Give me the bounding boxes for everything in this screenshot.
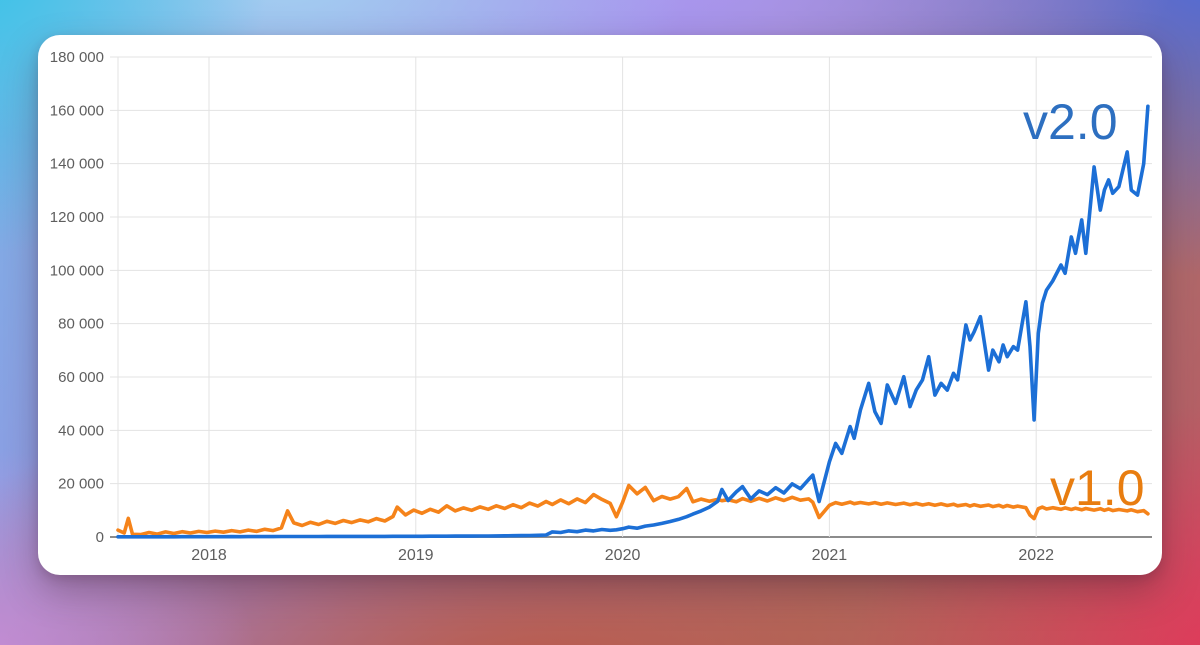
y-tick-label: 140 000 — [50, 156, 104, 173]
y-tick-label: 40 000 — [58, 422, 104, 439]
series-label-v2.0: v2.0 — [1023, 94, 1118, 150]
y-tick-label: 80 000 — [58, 316, 104, 333]
downloads-line-chart: 0 20 000 40 000 60 000 80 000 100 000 120 000 1… — [50, 49, 1152, 564]
x-tick-label: 2021 — [812, 547, 848, 564]
series-line-v1.0 — [116, 483, 1150, 537]
x-tick-label: 2020 — [605, 547, 641, 564]
y-tick-label: 160 000 — [50, 102, 104, 119]
series-line-v2.0 — [116, 104, 1150, 539]
x-tick-label: 2018 — [191, 547, 227, 564]
x-tick-label: 2022 — [1018, 547, 1054, 564]
y-tick-label: 180 000 — [50, 49, 104, 66]
y-tick-label: 60 000 — [58, 369, 104, 386]
y-tick-label: 0 — [96, 529, 104, 546]
chart-card: 0 20 000 40 000 60 000 80 000 100 000 120 000 1… — [38, 35, 1162, 575]
y-tick-label: 120 000 — [50, 209, 104, 226]
y-tick-label: 100 000 — [50, 262, 104, 279]
series-label-v1.0: v1.0 — [1050, 460, 1145, 516]
x-tick-label: 2019 — [398, 547, 434, 564]
y-tick-label: 20 000 — [58, 476, 104, 493]
